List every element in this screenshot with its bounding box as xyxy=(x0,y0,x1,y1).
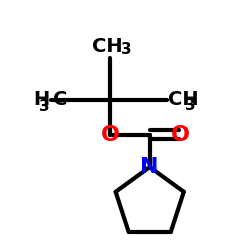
Text: O: O xyxy=(101,125,120,145)
Text: O: O xyxy=(171,125,190,145)
Text: 3: 3 xyxy=(39,100,50,114)
Text: 3: 3 xyxy=(185,98,196,113)
Text: C: C xyxy=(53,90,67,108)
Text: CH: CH xyxy=(92,37,123,56)
Text: N: N xyxy=(140,157,159,177)
Text: CH: CH xyxy=(168,90,198,108)
Text: H: H xyxy=(33,90,50,108)
Text: 3: 3 xyxy=(121,42,132,57)
